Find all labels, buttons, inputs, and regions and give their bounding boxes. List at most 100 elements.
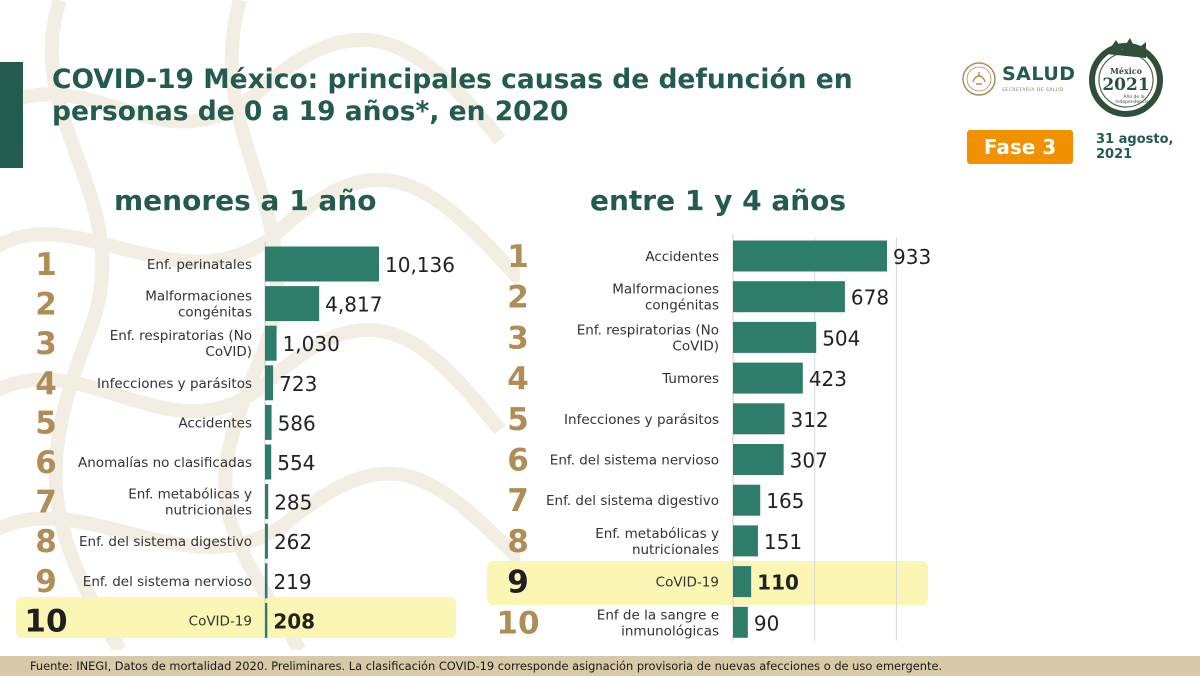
title-line-2: personas de 0 a 19 años*, en 2020	[52, 96, 569, 127]
value-label-1-to-4-8: 151	[764, 530, 802, 554]
value-label-1-to-4-7: 165	[766, 489, 804, 513]
bar-1-to-4-5	[733, 403, 785, 435]
bar-1-to-4-2	[733, 281, 845, 313]
salud-logo: SALUD SECRETARÍA DE SALUD	[962, 60, 1077, 100]
category-label-1-to-4-10-line-2: inmunológicas	[621, 623, 719, 639]
value-label-1-to-4-6: 307	[790, 449, 828, 473]
category-label-under-1-7-line-2: nutricionales	[165, 503, 252, 519]
category-label-under-1-4: Infecciones y parásitos	[97, 376, 252, 392]
category-label-1-to-4-8-line-1: Enf. metabólicas y	[595, 526, 719, 542]
date-line-1: 31 agosto,	[1096, 132, 1174, 147]
category-label-1-to-4-2-line-1: Malformaciones	[612, 282, 719, 298]
value-label-under-1-8: 262	[274, 530, 312, 554]
logo-year-text: 2021	[1102, 75, 1149, 95]
category-label-under-1-1: Enf. perinatales	[147, 257, 252, 273]
value-label-under-1-4: 723	[279, 372, 317, 396]
page-title: COVID-19 México: principales causas de d…	[52, 64, 912, 128]
bar-under-1-5	[265, 404, 272, 440]
date-label: 31 agosto, 2021	[1096, 132, 1196, 162]
value-label-under-1-2: 4,817	[325, 293, 382, 317]
category-label-1-to-4-9: CoVID-19	[656, 575, 719, 591]
rank-label-under-1-2: 2	[35, 287, 57, 323]
category-label-1-to-4-5: Infecciones y parásitos	[564, 412, 719, 428]
value-label-under-1-3: 1,030	[283, 332, 340, 356]
rank-label-under-1-9: 9	[35, 564, 57, 600]
bar-under-1-2	[265, 286, 320, 322]
value-label-1-to-4-1: 933	[893, 245, 931, 269]
category-label-under-1-5: Accidentes	[178, 415, 252, 431]
highlight-covid-under-1	[16, 597, 456, 638]
rank-label-1-to-4-4: 4	[507, 361, 529, 397]
category-label-1-to-4-1: Accidentes	[645, 249, 719, 265]
bar-under-1-7	[265, 484, 269, 520]
category-label-under-1-3-line-2: CoVID)	[205, 344, 252, 360]
category-label-1-to-4-3-line-1: Enf. respiratorias (No	[577, 322, 719, 338]
category-label-under-1-2-line-1: Malformaciones	[145, 289, 252, 305]
value-label-1-to-4-2: 678	[851, 286, 889, 310]
rank-label-under-1-1: 1	[35, 247, 57, 283]
rank-label-1-to-4-6: 6	[507, 443, 529, 479]
salud-logo-subtitle: SECRETARÍA DE SALUD	[1002, 88, 1064, 93]
category-label-1-to-4-10-line-1: Enf de la sangre e	[597, 607, 719, 623]
value-label-1-to-4-5: 312	[790, 408, 828, 432]
bar-1-to-4-7	[733, 484, 761, 516]
bar-1-to-4-4	[733, 362, 803, 394]
value-label-under-1-10: 208	[273, 609, 315, 633]
logo-line1-text: Año de la	[1123, 94, 1144, 100]
rank-label-under-1-7: 7	[35, 485, 57, 521]
category-label-under-1-9: Enf. del sistema nervioso	[83, 574, 252, 590]
value-label-under-1-5: 586	[278, 411, 316, 435]
bar-1-to-4-8	[733, 525, 758, 557]
category-label-under-1-7-line-1: Enf. metabólicas y	[128, 487, 252, 503]
category-label-under-1-2-line-2: congénitas	[178, 305, 252, 321]
rank-label-under-1-5: 5	[35, 405, 57, 441]
date-line-2: 2021	[1096, 147, 1133, 162]
rank-label-1-to-4-10: 10	[496, 605, 539, 641]
category-label-1-to-4-3-line-2: CoVID)	[672, 338, 719, 354]
category-label-1-to-4-6: Enf. del sistema nervioso	[550, 453, 719, 469]
rank-label-1-to-4-9: 9	[507, 565, 529, 601]
rank-label-1-to-4-7: 7	[507, 483, 529, 519]
bar-1-to-4-3	[733, 321, 817, 353]
category-label-1-to-4-7: Enf. del sistema digestivo	[546, 493, 719, 509]
accent-bar	[0, 62, 23, 168]
category-label-under-1-3-line-1: Enf. respiratorias (No	[110, 328, 252, 344]
rank-label-under-1-4: 4	[35, 366, 57, 402]
value-label-under-1-6: 554	[277, 451, 315, 475]
rank-label-under-1-10: 10	[24, 603, 67, 639]
bar-1-to-4-1	[733, 240, 887, 272]
value-label-1-to-4-4: 423	[809, 367, 847, 391]
rank-label-under-1-8: 8	[35, 524, 57, 560]
rank-label-under-1-3: 3	[35, 326, 57, 362]
category-label-under-1-8: Enf. del sistema digestivo	[79, 534, 252, 550]
footer-source: Fuente: INEGI, Datos de mortalidad 2020.…	[30, 659, 943, 673]
value-label-under-1-9: 219	[273, 570, 311, 594]
rank-label-under-1-6: 6	[35, 445, 57, 481]
bar-under-1-6	[265, 444, 272, 480]
highlight-covid-1-to-4	[487, 561, 928, 605]
bar-under-1-1	[265, 246, 379, 282]
bar-1-to-4-9	[733, 566, 752, 598]
bar-under-1-9	[265, 563, 268, 599]
footer: Fuente: INEGI, Datos de mortalidad 2020.…	[0, 656, 1200, 676]
bar-1-to-4-6	[733, 444, 784, 475]
category-label-1-to-4-2-line-2: congénitas	[645, 298, 719, 314]
category-label-under-1-6: Anomalías no clasificadas	[78, 455, 252, 471]
logo-line2-text: Independencia	[1115, 99, 1148, 105]
chart-title-1-to-4: entre 1 y 4 años	[590, 184, 847, 217]
independence-2021-logo: México 2021 Año de la Independencia	[1089, 38, 1163, 117]
seal-icon	[962, 62, 996, 96]
bar-under-1-8	[265, 523, 268, 559]
rank-label-1-to-4-8: 8	[507, 524, 529, 560]
phase-badge: Fase 3	[967, 130, 1073, 164]
chart-title-under-1: menores a 1 año	[114, 184, 377, 217]
value-label-under-1-1: 10,136	[385, 253, 455, 277]
value-label-under-1-7: 285	[274, 491, 312, 515]
category-label-1-to-4-8-line-2: nutricionales	[632, 542, 719, 558]
title-line-1: COVID-19 México: principales causas de d…	[52, 64, 853, 95]
value-label-1-to-4-9: 110	[757, 571, 799, 595]
bar-1-to-4-10	[733, 606, 748, 638]
rank-label-1-to-4-1: 1	[507, 239, 529, 275]
bar-under-1-4	[265, 365, 274, 401]
